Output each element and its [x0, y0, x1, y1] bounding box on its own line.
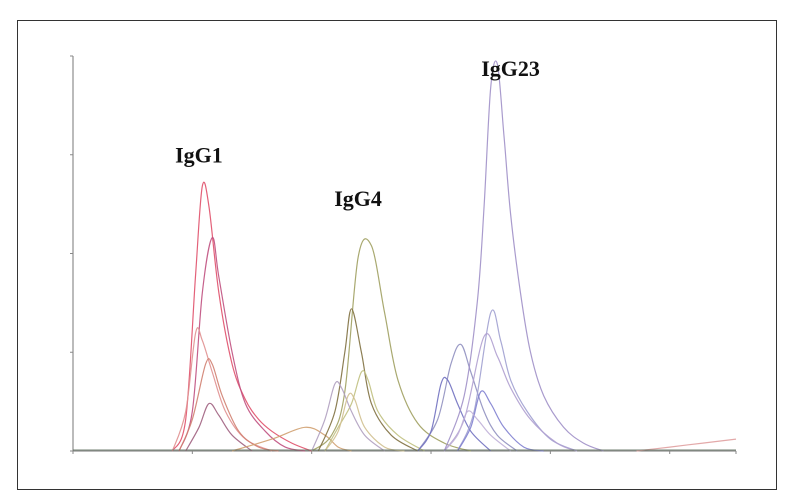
trace-line-7	[311, 238, 471, 452]
chart-frame: IgG1 IgG4 IgG23	[17, 20, 777, 490]
trace-line-9	[324, 370, 425, 452]
trace-line-11	[324, 392, 405, 452]
trace-line-6	[231, 426, 352, 452]
trace-line-18	[443, 60, 604, 452]
peak-label-igg23: IgG23	[481, 56, 540, 81]
trace-line-5	[185, 402, 253, 452]
trace-line-12	[417, 343, 518, 452]
trace-line-14	[456, 309, 578, 452]
trace-line-10	[311, 380, 385, 452]
peak-label-igg4: IgG4	[334, 186, 382, 211]
trace-line-8	[317, 308, 419, 452]
trace-line-19	[636, 438, 737, 452]
peak-label-igg1: IgG1	[175, 143, 223, 168]
traces	[73, 60, 737, 452]
trace-line-1	[171, 181, 312, 452]
peak-labels: IgG1 IgG4 IgG23	[175, 56, 540, 211]
trace-line-15	[456, 390, 544, 452]
trace-line-17	[443, 410, 511, 452]
chart-svg: IgG1 IgG4 IgG23	[70, 55, 737, 454]
trace-line-2	[178, 237, 306, 452]
trace-line-13	[417, 376, 492, 452]
trace-line-4	[178, 358, 279, 452]
